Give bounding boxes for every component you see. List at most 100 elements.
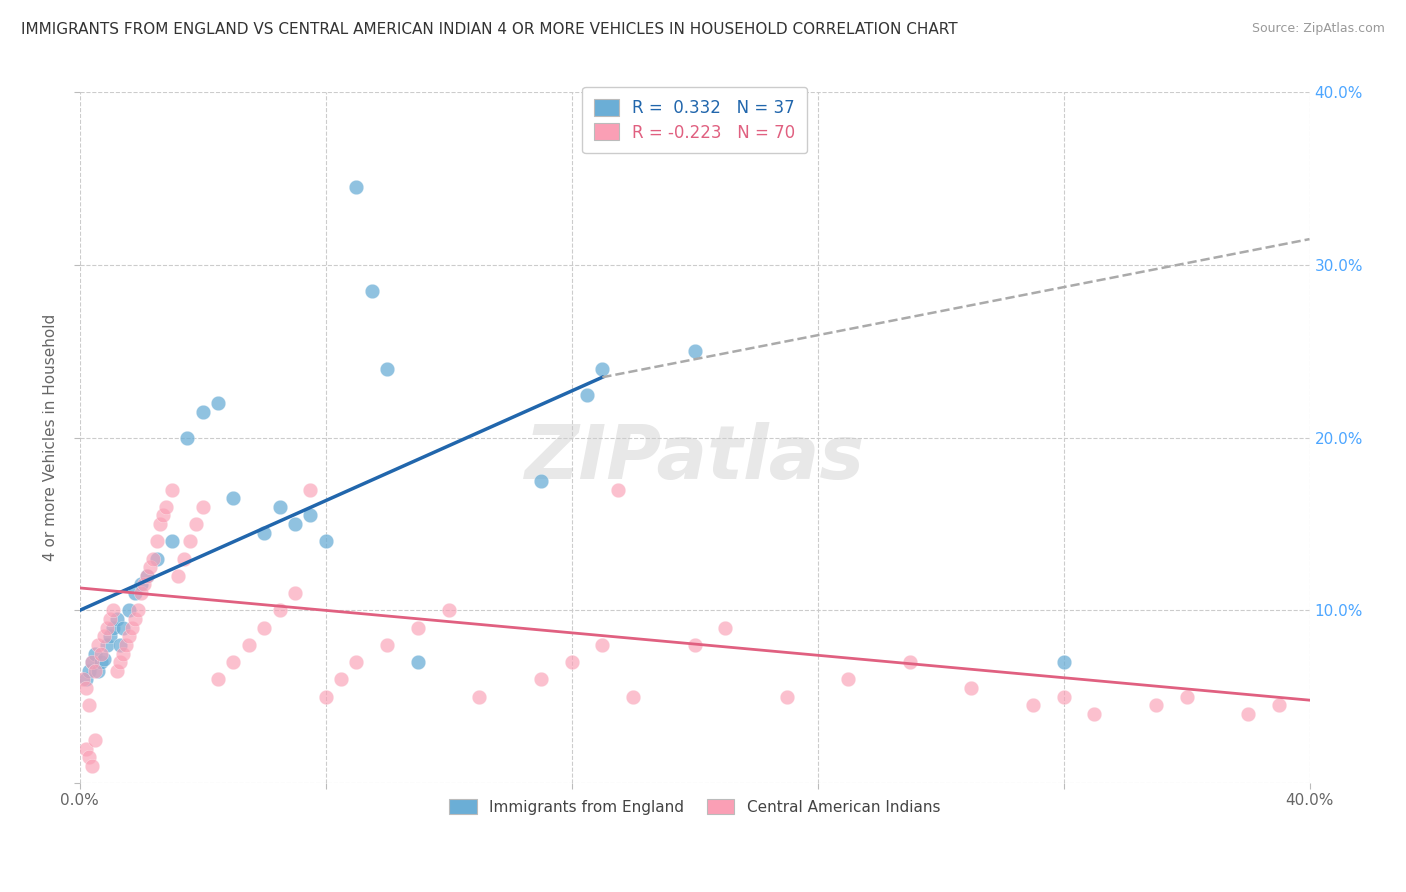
Point	[114, 638, 136, 652]
Point	[96, 621, 118, 635]
Point	[77, 698, 100, 713]
Point	[406, 621, 429, 635]
Point	[139, 560, 162, 574]
Point	[344, 180, 367, 194]
Y-axis label: 4 or more Vehicles in Household: 4 or more Vehicles in Household	[44, 314, 58, 561]
Point	[75, 741, 97, 756]
Point	[90, 655, 112, 669]
Point	[222, 655, 245, 669]
Point	[160, 534, 183, 549]
Text: Source: ZipAtlas.com: Source: ZipAtlas.com	[1251, 22, 1385, 36]
Point	[344, 655, 367, 669]
Point	[145, 534, 167, 549]
Point	[118, 603, 141, 617]
Point	[591, 361, 613, 376]
Text: IMMIGRANTS FROM ENGLAND VS CENTRAL AMERICAN INDIAN 4 OR MORE VEHICLES IN HOUSEHO: IMMIGRANTS FROM ENGLAND VS CENTRAL AMERI…	[21, 22, 957, 37]
Point	[360, 284, 382, 298]
Point	[108, 655, 131, 669]
Point	[299, 508, 322, 523]
Point	[1144, 698, 1167, 713]
Point	[284, 586, 307, 600]
Point	[129, 577, 152, 591]
Point	[207, 673, 229, 687]
Point	[93, 651, 115, 665]
Text: ZIPatlas: ZIPatlas	[524, 422, 865, 495]
Point	[77, 750, 100, 764]
Point	[468, 690, 491, 704]
Point	[530, 673, 553, 687]
Point	[124, 612, 146, 626]
Point	[80, 655, 103, 669]
Point	[960, 681, 983, 695]
Point	[222, 491, 245, 505]
Point	[129, 586, 152, 600]
Point	[191, 500, 214, 514]
Point	[191, 405, 214, 419]
Point	[179, 534, 201, 549]
Point	[93, 629, 115, 643]
Point	[683, 344, 706, 359]
Point	[898, 655, 921, 669]
Point	[149, 516, 172, 531]
Point	[152, 508, 174, 523]
Point	[84, 732, 107, 747]
Point	[75, 681, 97, 695]
Point	[606, 483, 628, 497]
Point	[155, 500, 177, 514]
Point	[1268, 698, 1291, 713]
Point	[72, 673, 94, 687]
Point	[84, 664, 107, 678]
Point	[530, 474, 553, 488]
Point	[87, 638, 110, 652]
Point	[75, 673, 97, 687]
Point	[118, 629, 141, 643]
Point	[105, 664, 128, 678]
Point	[330, 673, 353, 687]
Point	[207, 396, 229, 410]
Point	[145, 551, 167, 566]
Point	[176, 431, 198, 445]
Point	[776, 690, 799, 704]
Point	[90, 647, 112, 661]
Point	[186, 516, 208, 531]
Point	[375, 361, 398, 376]
Point	[253, 621, 276, 635]
Point	[136, 569, 159, 583]
Point	[105, 612, 128, 626]
Point	[127, 603, 149, 617]
Point	[111, 621, 134, 635]
Point	[84, 647, 107, 661]
Point	[1175, 690, 1198, 704]
Point	[103, 603, 125, 617]
Point	[108, 638, 131, 652]
Point	[315, 534, 337, 549]
Point	[160, 483, 183, 497]
Point	[80, 655, 103, 669]
Point	[124, 586, 146, 600]
Point	[375, 638, 398, 652]
Point	[100, 629, 122, 643]
Point	[87, 664, 110, 678]
Point	[1052, 655, 1074, 669]
Point	[591, 638, 613, 652]
Point	[621, 690, 644, 704]
Point	[315, 690, 337, 704]
Point	[299, 483, 322, 497]
Point	[269, 500, 291, 514]
Point	[238, 638, 260, 652]
Point	[111, 647, 134, 661]
Point	[1052, 690, 1074, 704]
Point	[77, 664, 100, 678]
Legend: Immigrants from England, Central American Indians: Immigrants from England, Central America…	[440, 789, 949, 823]
Point	[714, 621, 737, 635]
Point	[561, 655, 583, 669]
Point	[837, 673, 859, 687]
Point	[100, 612, 122, 626]
Point	[136, 569, 159, 583]
Point	[406, 655, 429, 669]
Point	[253, 525, 276, 540]
Point	[1237, 706, 1260, 721]
Point	[167, 569, 190, 583]
Point	[80, 758, 103, 772]
Point	[121, 621, 143, 635]
